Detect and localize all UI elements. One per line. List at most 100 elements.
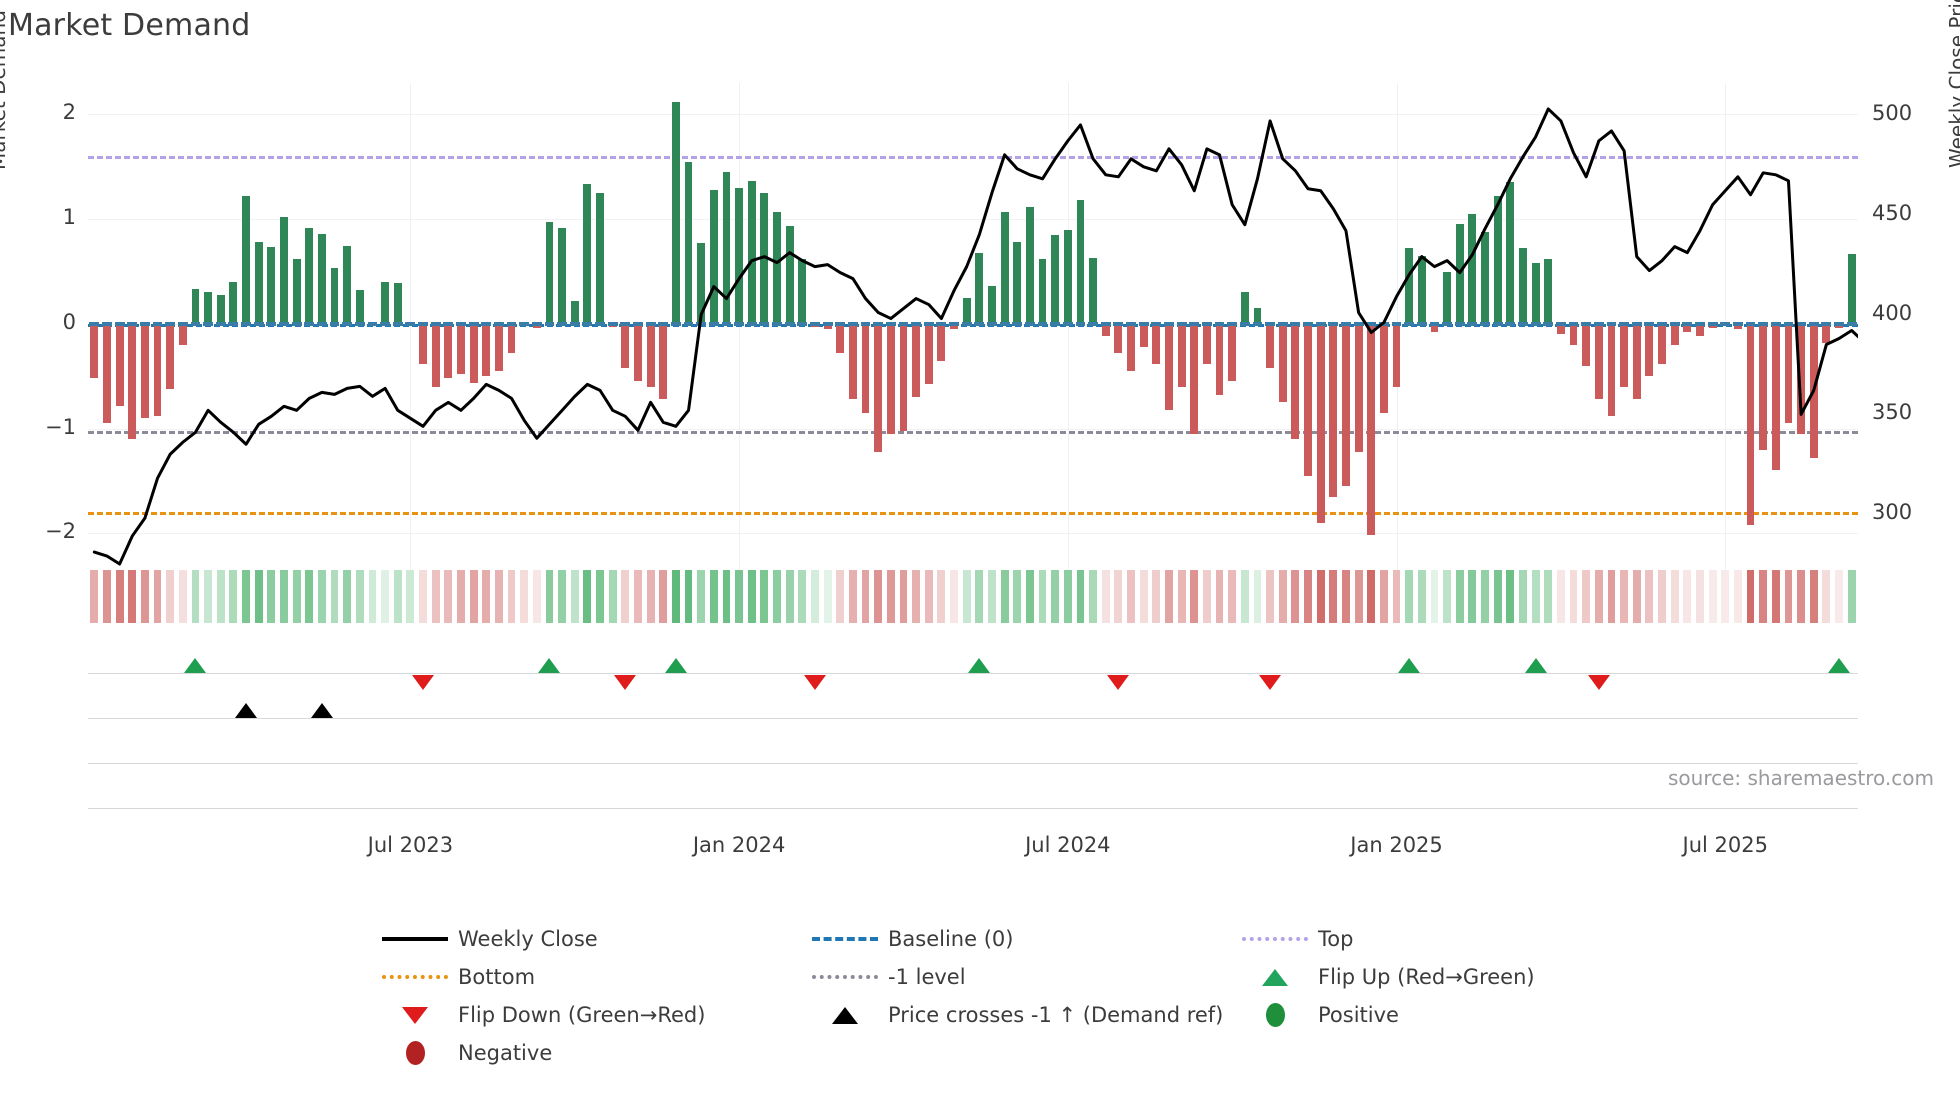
demand-bar: [1063, 229, 1072, 324]
heat-cell: [204, 570, 213, 623]
chart-legend: Weekly Close Baseline (0) Top Bottom -1 leve…: [372, 920, 1662, 1072]
demand-bar: [204, 292, 213, 324]
demand-bar: [1708, 323, 1717, 329]
flip-up-marker: [1398, 658, 1421, 673]
demand-bar: [1253, 308, 1262, 324]
heat-cell: [229, 570, 238, 623]
demand-bar: [671, 101, 680, 324]
baseline-tick: [519, 321, 530, 326]
legend-item[interactable]: Flip Down (Green→Red): [372, 996, 802, 1034]
heat-cell: [1468, 570, 1477, 623]
baseline-tick: [1062, 321, 1073, 326]
demand-bar: [621, 323, 630, 368]
baseline-tick: [1328, 321, 1339, 326]
flip-up-marker: [1524, 658, 1547, 673]
demand-bar: [937, 323, 946, 361]
heat-cell: [1645, 570, 1654, 623]
baseline-tick: [1644, 321, 1655, 326]
baseline-tick: [190, 321, 201, 326]
baseline-tick: [1227, 321, 1238, 326]
heat-cell: [1556, 570, 1565, 623]
main-plot: [88, 83, 1858, 570]
legend-row: Negative: [372, 1034, 1662, 1072]
y-gridline: [88, 428, 1858, 430]
baseline-tick: [1252, 321, 1263, 326]
baseline-tick: [1505, 321, 1516, 326]
heat-cell: [1051, 570, 1060, 623]
demand-bar: [280, 217, 288, 324]
demand-bar: [1025, 206, 1034, 324]
heat-cell: [1620, 570, 1629, 623]
demand-bar: [1089, 257, 1098, 324]
heat-cell: [1683, 570, 1692, 623]
demand-bar: [558, 227, 567, 324]
heat-cell: [1278, 570, 1287, 623]
legend-row: Flip Down (Green→Red) Price crosses -1 ↑ …: [372, 996, 1662, 1034]
baseline-tick: [127, 321, 138, 326]
legend-item[interactable]: Price crosses -1 ↑ (Demand ref): [802, 996, 1232, 1034]
legend-item[interactable]: Negative: [372, 1034, 802, 1072]
baseline-tick: [569, 321, 580, 326]
marker-row-rule-3: [88, 808, 1858, 809]
demand-bar: [747, 181, 756, 324]
demand-bar: [1847, 253, 1856, 324]
dot-icon: [405, 1041, 425, 1065]
demand-bar: [1670, 323, 1679, 345]
legend-item[interactable]: Bottom: [372, 958, 802, 996]
baseline-tick: [772, 321, 782, 326]
legend-item-empty: [802, 1034, 1232, 1072]
demand-bar: [1569, 323, 1578, 345]
heat-cell: [785, 570, 794, 623]
heat-cell: [621, 570, 630, 623]
demand-bar: [229, 281, 238, 324]
legend-item[interactable]: Baseline (0): [802, 920, 1232, 958]
y-tick-left: 2: [62, 100, 76, 125]
legend-glyph: [372, 1041, 458, 1065]
legend-item[interactable]: Flip Up (Red→Green): [1232, 958, 1662, 996]
demand-bar: [1367, 323, 1376, 536]
baseline-tick: [443, 321, 454, 326]
flip-down-marker: [1259, 675, 1282, 690]
baseline-tick: [493, 321, 504, 326]
baseline-tick: [1543, 321, 1554, 326]
demand-bar: [393, 283, 402, 324]
legend-item[interactable]: Positive: [1232, 996, 1662, 1034]
demand-bar: [128, 323, 137, 440]
legend-item[interactable]: Top: [1232, 920, 1662, 958]
baseline-tick: [329, 321, 340, 326]
demand-bar: [1632, 323, 1641, 400]
heat-cell: [1013, 570, 1022, 623]
baseline-tick: [1606, 321, 1617, 326]
heat-cell: [608, 570, 617, 623]
legend-item[interactable]: -1 level: [802, 958, 1232, 996]
legend-item-empty: [1232, 1034, 1662, 1072]
legend-item[interactable]: Weekly Close: [372, 920, 802, 958]
baseline-tick: [1555, 321, 1566, 326]
demand-bar: [1114, 323, 1123, 354]
baseline-tick: [1126, 321, 1136, 326]
baseline-tick: [1239, 321, 1250, 326]
y-tick-left: 1: [62, 205, 76, 230]
demand-bar: [140, 323, 149, 419]
demand-bar: [1417, 255, 1426, 324]
baseline-tick: [291, 321, 302, 326]
demand-bar: [874, 323, 883, 452]
demand-bar: [1228, 323, 1237, 382]
demand-bar: [962, 297, 971, 324]
baseline-tick: [177, 321, 188, 326]
baseline-tick: [1138, 321, 1149, 326]
legend-glyph: [1232, 937, 1318, 941]
heat-cell: [1835, 570, 1843, 623]
legend-row: Weekly Close Baseline (0) Top: [372, 920, 1662, 958]
demand-bar: [1278, 323, 1287, 403]
baseline-tick: [481, 321, 492, 326]
demand-bar: [1746, 323, 1755, 525]
demand-bar: [216, 294, 225, 324]
reference-line-baseline-0: [88, 323, 1858, 327]
heat-cell: [646, 570, 655, 623]
baseline-tick: [241, 321, 251, 326]
heat-cell: [1607, 570, 1616, 623]
demand-bar: [1683, 323, 1692, 333]
baseline-tick: [1315, 321, 1326, 326]
baseline-tick: [835, 321, 846, 326]
